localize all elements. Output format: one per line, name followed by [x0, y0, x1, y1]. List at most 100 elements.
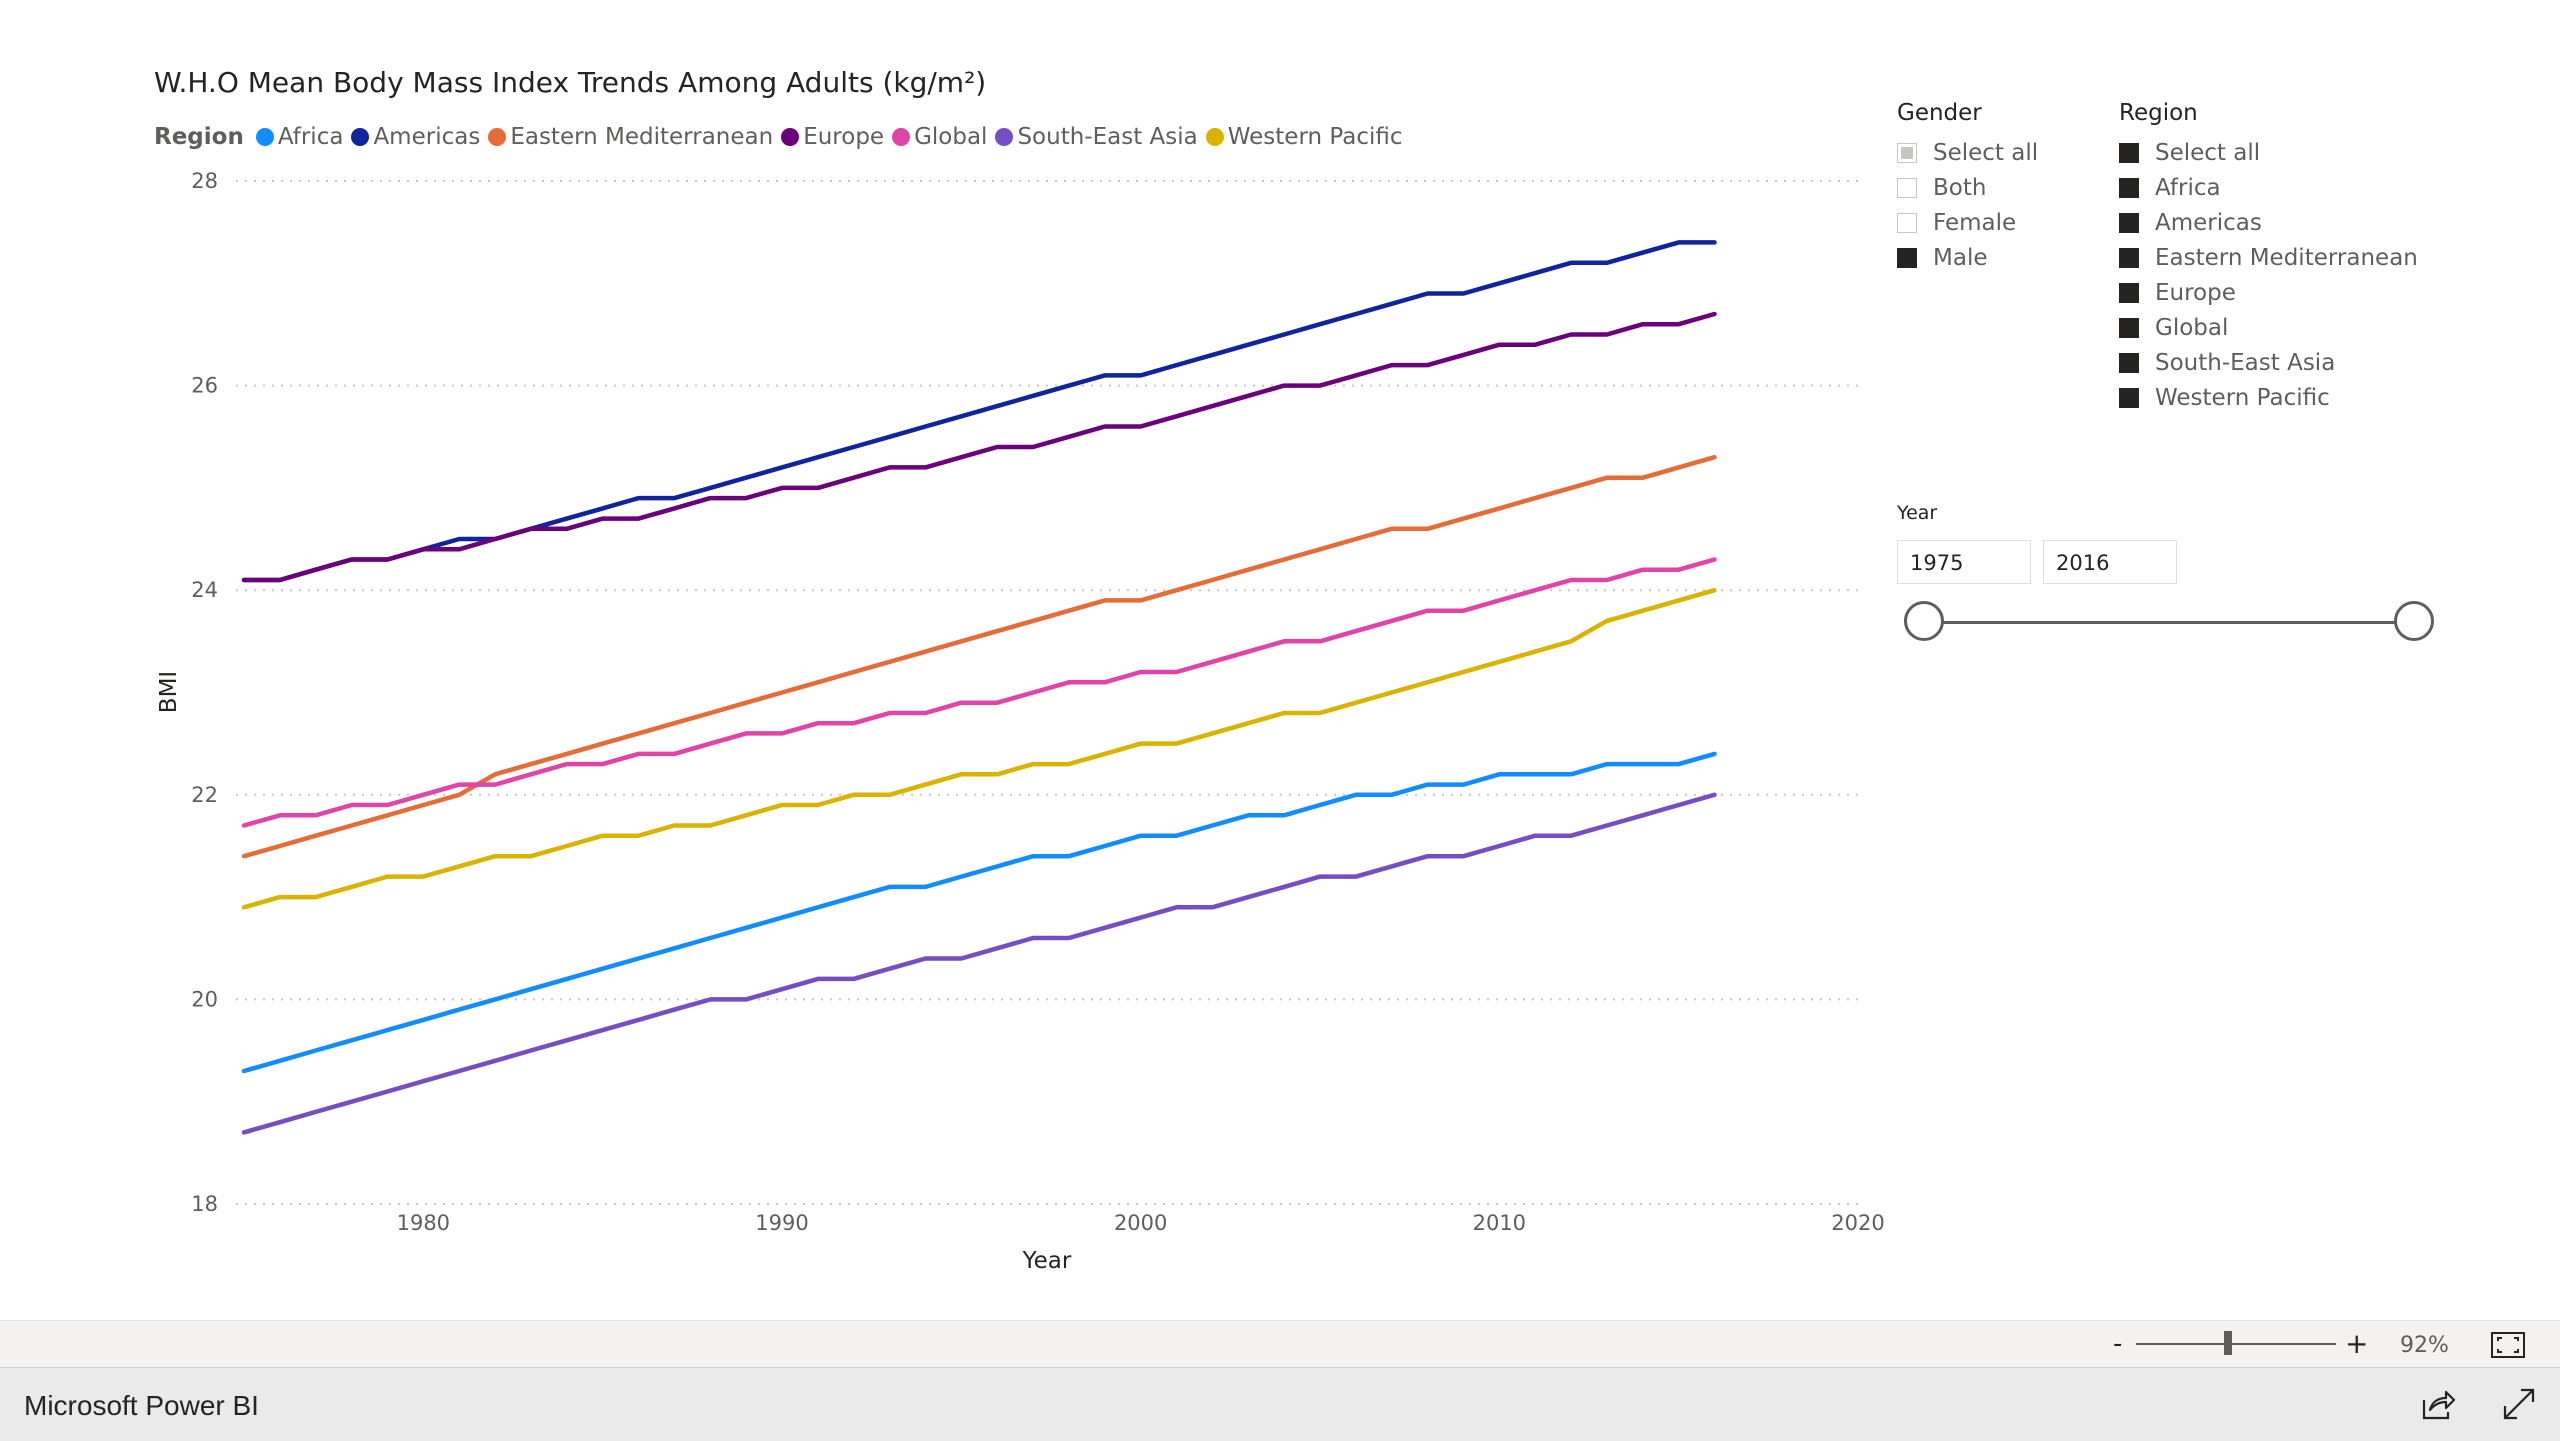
- year-slider-end-handle[interactable]: [2394, 601, 2434, 641]
- y-tick-label: 26: [191, 374, 218, 398]
- x-tick-label: 1990: [755, 1211, 808, 1235]
- region-slicer-item[interactable]: Select all: [2119, 135, 2418, 170]
- y-tick-label: 24: [191, 578, 218, 602]
- checkbox[interactable]: [2119, 282, 2139, 303]
- region-slicer-item[interactable]: Africa: [2119, 170, 2418, 205]
- legend-item[interactable]: Global: [892, 124, 987, 150]
- region-slicer-item[interactable]: Global: [2119, 310, 2418, 345]
- gender-slicer-item[interactable]: Male: [1897, 240, 2038, 275]
- checkbox[interactable]: [2119, 387, 2139, 408]
- slicer-item-label: Select all: [1933, 139, 2039, 166]
- checkbox[interactable]: [2119, 247, 2139, 268]
- slicer-item-label: South-East Asia: [2155, 349, 2336, 376]
- series-line-western-pacific: [241, 587, 1717, 910]
- checkbox[interactable]: [2119, 177, 2139, 198]
- line-chart: 18 20 22 24 26 28 1980 1990 2000 2010 2020 Year B…: [156, 169, 1885, 1274]
- slicer-item-label: Global: [2155, 314, 2229, 341]
- region-slicer-title: Region: [2119, 100, 2198, 126]
- y-axis-title: BMI: [156, 671, 182, 713]
- year-slicer-title: Year: [1897, 502, 1938, 524]
- region-slicer-item[interactable]: Eastern Mediterranean: [2119, 240, 2418, 275]
- gender-slicer-item[interactable]: Both: [1897, 170, 2038, 205]
- legend-label: Eastern Mediterranean: [510, 124, 774, 150]
- checkbox[interactable]: [1897, 142, 1917, 163]
- checkbox[interactable]: [1897, 247, 1917, 268]
- x-axis-title: Year: [1022, 1248, 1072, 1274]
- region-slicer: Select all Africa Americas Eastern Mediterr…: [2119, 135, 2418, 415]
- legend-dot-icon: [995, 128, 1014, 146]
- powerbi-brand[interactable]: Microsoft Power BI: [24, 1390, 259, 1421]
- year-end-input[interactable]: 2016: [2043, 540, 2177, 584]
- legend-dot-icon: [1205, 128, 1224, 146]
- legend-label: Western Pacific: [1227, 124, 1403, 150]
- series-line-global: [241, 557, 1717, 828]
- legend-item[interactable]: Eastern Mediterranean: [488, 124, 773, 150]
- slicer-item-label: Americas: [2155, 209, 2262, 236]
- checkbox[interactable]: [2119, 352, 2139, 373]
- chart-legend: Region Africa Americas Eastern Mediterrane…: [154, 124, 1411, 150]
- gender-slicer: Select all Both Female Male: [1897, 135, 2038, 275]
- fit-to-page-icon[interactable]: [2490, 1331, 2526, 1359]
- year-slider-track[interactable]: [1924, 621, 2414, 624]
- year-start-input[interactable]: 1975: [1897, 540, 2031, 584]
- chart-title: W.H.O Mean Body Mass Index Trends Among …: [154, 66, 987, 99]
- slicer-item-label: Eastern Mediterranean: [2155, 244, 2418, 271]
- y-tick-label: 18: [191, 1192, 218, 1216]
- y-tick-label: 28: [191, 169, 218, 193]
- zoom-in-button[interactable]: +: [2345, 1327, 2369, 1360]
- year-slider-start-handle[interactable]: [1904, 601, 1944, 641]
- region-slicer-item[interactable]: Western Pacific: [2119, 380, 2418, 415]
- slicer-item-label: Both: [1933, 174, 1987, 201]
- gender-slicer-item[interactable]: Select all: [1897, 135, 2038, 170]
- legend-item[interactable]: Europe: [781, 124, 884, 150]
- legend-dot-icon: [488, 128, 507, 146]
- x-tick-label: 1980: [397, 1211, 450, 1235]
- series-line-eastern-mediterranean: [241, 454, 1717, 859]
- zoom-out-button[interactable]: -: [2113, 1329, 2123, 1359]
- legend-item[interactable]: Western Pacific: [1205, 124, 1403, 150]
- zoom-slider[interactable]: [2136, 1343, 2336, 1345]
- legend-label: South-East Asia: [1017, 124, 1198, 150]
- region-slicer-item[interactable]: Americas: [2119, 205, 2418, 240]
- region-slicer-item[interactable]: Europe: [2119, 275, 2418, 310]
- legend-label: Europe: [803, 124, 885, 150]
- legend-dot-icon: [351, 128, 370, 146]
- gender-slicer-title: Gender: [1897, 100, 1982, 126]
- slicer-item-label: Select all: [2155, 139, 2261, 166]
- legend-label: Global: [914, 124, 988, 150]
- zoom-bar: - + 92%: [0, 1320, 2560, 1368]
- checkbox[interactable]: [2119, 317, 2139, 338]
- legend-item[interactable]: Americas: [351, 124, 480, 150]
- slicer-item-label: Male: [1933, 244, 1988, 271]
- checkbox[interactable]: [1897, 212, 1917, 233]
- legend-item[interactable]: Africa: [255, 124, 344, 150]
- x-tick-label: 2000: [1114, 1211, 1167, 1235]
- slicer-item-label: Western Pacific: [2155, 384, 2330, 411]
- x-tick-label: 2020: [1831, 1211, 1884, 1235]
- checkbox[interactable]: [1897, 177, 1917, 198]
- series-line-europe: [241, 311, 1717, 583]
- slicer-item-label: Europe: [2155, 279, 2236, 306]
- expand-icon[interactable]: [2501, 1386, 2537, 1422]
- slicer-item-label: Africa: [2155, 174, 2221, 201]
- slicer-item-label: Female: [1933, 209, 2017, 236]
- legend-title: Region: [154, 124, 244, 150]
- y-tick-label: 22: [191, 783, 218, 807]
- legend-label: Africa: [277, 124, 344, 150]
- zoom-percent: 92%: [2400, 1333, 2449, 1358]
- zoom-slider-thumb[interactable]: [2224, 1331, 2232, 1355]
- region-slicer-item[interactable]: South-East Asia: [2119, 345, 2418, 380]
- report-canvas: 18 20 22 24 26 28 1980 1990 2000 2010 2020 Year B…: [0, 0, 2560, 1320]
- series-line-americas: [241, 240, 1717, 583]
- legend-dot-icon: [892, 128, 911, 146]
- checkbox[interactable]: [2119, 142, 2139, 163]
- series-line-africa: [241, 751, 1717, 1074]
- y-tick-label: 20: [191, 987, 218, 1011]
- share-icon[interactable]: [2420, 1386, 2456, 1422]
- checkbox[interactable]: [2119, 212, 2139, 233]
- legend-dot-icon: [255, 128, 274, 146]
- legend-item[interactable]: South-East Asia: [995, 124, 1198, 150]
- footer-bar: Microsoft Power BI: [0, 1367, 2560, 1441]
- gender-slicer-item[interactable]: Female: [1897, 205, 2038, 240]
- legend-dot-icon: [781, 128, 800, 146]
